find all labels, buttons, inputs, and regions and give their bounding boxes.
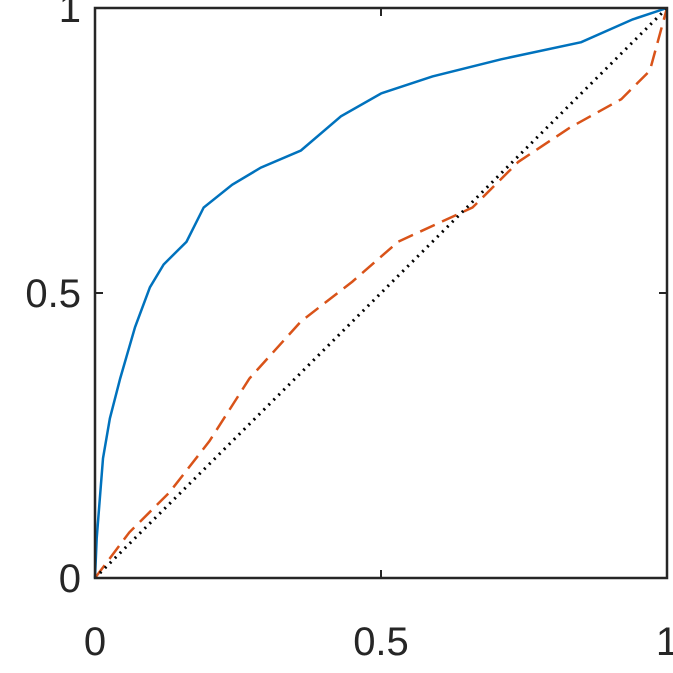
data-line [94, 7, 669, 579]
data-line [93, 6, 668, 579]
x-tick-label: 0 [84, 620, 106, 664]
y-tick-label: 0.5 [25, 272, 81, 316]
y-tick-label: 1 [59, 0, 81, 31]
x-tick-label: 1 [656, 620, 673, 664]
y-tick-label: 0 [59, 557, 81, 601]
x-tick-label: 0.5 [353, 620, 409, 664]
data-line [93, 6, 669, 580]
